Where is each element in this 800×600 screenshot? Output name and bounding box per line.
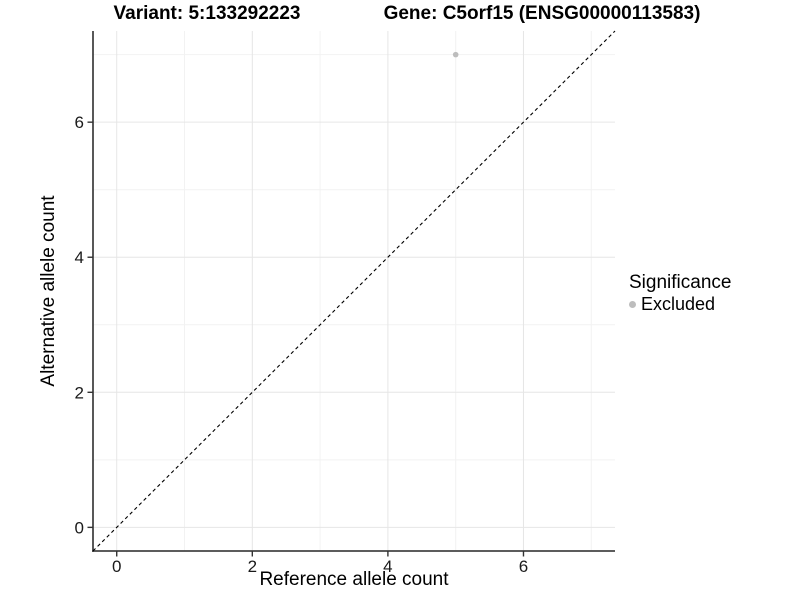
x-tick-label: 0 xyxy=(112,557,121,576)
data-point xyxy=(452,51,459,58)
legend-key-circle-icon xyxy=(629,300,636,308)
x-axis-title: Reference allele count xyxy=(259,569,449,590)
y-tick-label: 0 xyxy=(75,518,84,537)
legend-entry-excluded: Excluded xyxy=(629,294,731,314)
y-tick-label: 2 xyxy=(75,383,84,402)
y-axis-title: Alternative allele count xyxy=(38,195,59,387)
legend-entry-label: Excluded xyxy=(641,294,716,314)
plot-title-variant: Variant: 5:133292223 xyxy=(113,3,301,24)
legend: Significance Excluded xyxy=(629,272,731,314)
legend-title: Significance xyxy=(629,272,732,293)
plot-title-gene: Gene: C5orf15 (ENSG00000113583) xyxy=(383,3,701,24)
y-tick-label: 4 xyxy=(75,248,84,267)
identity-dashed-line xyxy=(92,30,616,552)
x-tick-label: 4 xyxy=(383,557,392,576)
x-tick-label: 6 xyxy=(519,557,528,576)
x-tick-label: 2 xyxy=(248,557,257,576)
y-tick-label: 6 xyxy=(75,113,84,132)
